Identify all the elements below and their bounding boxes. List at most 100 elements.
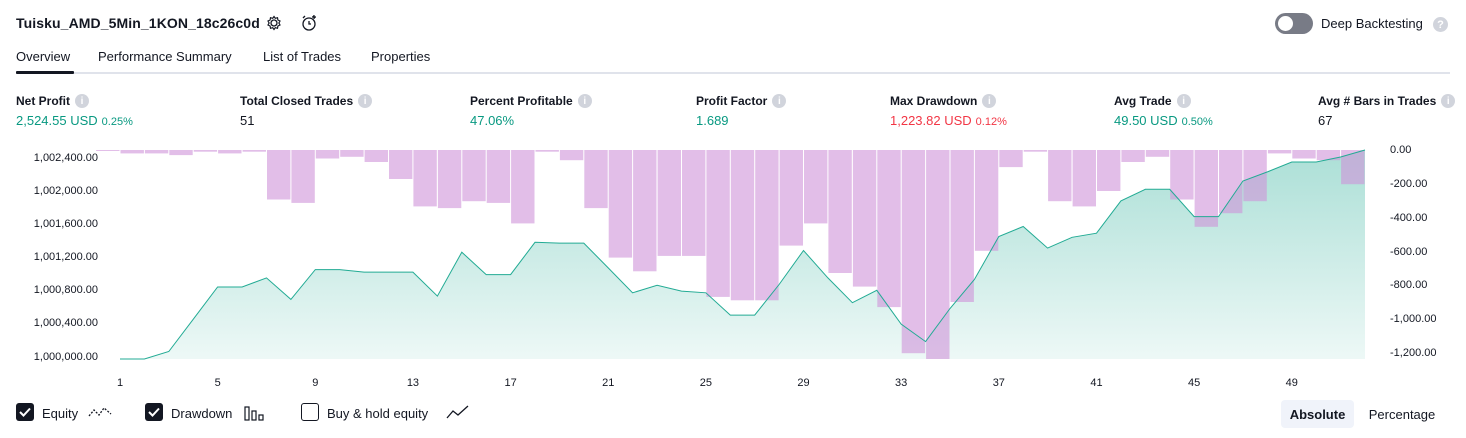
info-icon[interactable]: i — [1176, 94, 1191, 108]
x-axis-tick: 17 — [504, 377, 517, 389]
drawdown-bar — [633, 150, 657, 272]
info-icon[interactable]: i — [982, 94, 997, 108]
drawdown-bar — [804, 150, 828, 224]
drawdown-bar — [340, 150, 364, 157]
buy-hold-line-icon — [446, 404, 470, 425]
metric-value-net-profit: 2,524.55 USD 0.25% — [16, 113, 133, 128]
drawdown-bar — [1048, 150, 1072, 202]
active-tab-indicator — [16, 71, 74, 74]
metric-label-avg-bars: Avg # Bars in Trades i — [1318, 94, 1456, 108]
right-axis-tick: -1,200.00 — [1390, 347, 1437, 359]
drawdown-bar — [730, 150, 755, 301]
drawdown-bar — [364, 150, 388, 162]
buy-hold-label[interactable]: Buy & hold equity — [327, 406, 429, 421]
drawdown-bar — [193, 150, 218, 152]
drawdown-bar — [535, 150, 559, 152]
drawdown-bar — [1145, 150, 1170, 157]
metric-label-profit-factor: Profit Factor i — [696, 94, 787, 108]
equity-area — [120, 150, 1365, 359]
drawdown-bar — [1121, 150, 1145, 162]
left-axis-tick: 1,000,400.00 — [33, 317, 98, 329]
absolute-button[interactable]: Absolute — [1281, 400, 1354, 428]
drawdown-bar — [291, 150, 315, 203]
left-axis-tick: 1,001,600.00 — [33, 218, 98, 230]
x-axis-tick: 45 — [1187, 377, 1201, 389]
metric-value-avg-bars: 67 — [1318, 113, 1333, 128]
drawdown-bar — [144, 150, 169, 154]
drawdown-bar — [779, 150, 803, 246]
right-axis-tick: -600.00 — [1390, 246, 1428, 258]
deep-backtesting-label: Deep Backtesting — [1321, 16, 1423, 31]
info-icon[interactable]: i — [358, 94, 373, 108]
tab-properties[interactable]: Properties — [371, 49, 431, 64]
equity-checkbox[interactable] — [16, 403, 34, 421]
percentage-button[interactable]: Percentage — [1368, 406, 1436, 422]
left-axis-tick: 1,000,000.00 — [33, 351, 98, 363]
drawdown-bar — [1023, 150, 1048, 152]
info-icon[interactable]: i — [772, 94, 787, 108]
drawdown-bar — [828, 150, 852, 273]
drawdown-bar — [242, 150, 266, 152]
x-axis-tick: 37 — [992, 377, 1005, 389]
help-icon[interactable]: ? — [1433, 17, 1448, 32]
drawdown-bar — [682, 150, 706, 256]
settings-gear-icon[interactable] — [264, 13, 284, 33]
drawdown-bar — [1194, 150, 1218, 227]
metric-label-avg-trade: Avg Trade i — [1114, 94, 1191, 108]
drawdown-bar — [877, 150, 901, 308]
equity-label[interactable]: Equity — [42, 406, 79, 421]
metric-value-profit-factor: 1.689 — [696, 113, 729, 128]
metric-label-percent-profitable: Percent Profitable i — [470, 94, 592, 108]
tab-list-of-trades[interactable]: List of Trades — [263, 49, 342, 64]
right-axis-tick: -400.00 — [1390, 212, 1428, 224]
toggle-knob — [1278, 16, 1293, 31]
info-icon[interactable]: i — [1441, 94, 1456, 108]
drawdown-bar — [1316, 150, 1341, 161]
drawdown-bar — [1341, 150, 1365, 185]
drawdown-bar — [1219, 150, 1243, 214]
drawdown-bar — [120, 150, 144, 154]
x-axis-tick: 21 — [602, 377, 615, 389]
drawdown-bar — [218, 150, 242, 154]
drawdown-bar — [901, 150, 926, 354]
buy-hold-checkbox[interactable] — [301, 403, 319, 421]
add-alert-icon[interactable] — [299, 13, 319, 33]
drawdown-bar — [852, 150, 877, 287]
drawdown-bar — [584, 150, 608, 209]
drawdown-bar — [462, 150, 486, 202]
x-axis-tick: 9 — [312, 377, 319, 389]
right-axis-tick: -200.00 — [1390, 178, 1428, 190]
deep-backtesting-toggle[interactable] — [1275, 13, 1313, 34]
metric-value-total-closed-trades: 51 — [240, 113, 255, 128]
x-axis-tick: 13 — [406, 377, 420, 389]
drawdown-bar — [267, 150, 291, 200]
drawdown-bar — [755, 150, 779, 301]
metric-value-max-drawdown: 1,223.82 USD 0.12% — [890, 113, 1007, 128]
drawdown-bar — [169, 150, 193, 156]
x-axis-tick: 5 — [214, 377, 221, 389]
drawdown-bar — [315, 150, 340, 159]
right-axis-tick: 0.00 — [1390, 144, 1412, 156]
drawdown-bar — [437, 150, 462, 209]
drawdown-bar — [926, 150, 950, 359]
tab-overview[interactable]: Overview — [16, 49, 71, 64]
drawdown-label[interactable]: Drawdown — [171, 406, 233, 421]
x-axis-tick: 49 — [1285, 377, 1298, 389]
tab-performance-summary[interactable]: Performance Summary — [98, 49, 232, 64]
metric-label-max-drawdown: Max Drawdown i — [890, 94, 997, 108]
drawdown-bar — [559, 150, 584, 161]
drawdown-bar — [1292, 150, 1316, 159]
left-axis-tick: 1,001,200.00 — [33, 251, 98, 263]
left-axis-tick: 1,000,800.00 — [33, 284, 98, 296]
x-axis-tick: 33 — [895, 377, 908, 389]
drawdown-bar — [999, 150, 1023, 168]
drawdown-checkbox[interactable] — [145, 403, 163, 421]
left-axis-tick: 1,002,400.00 — [33, 152, 98, 164]
drawdown-bar — [511, 150, 535, 224]
drawdown-bar — [950, 150, 974, 302]
info-icon[interactable]: i — [577, 94, 592, 108]
info-icon[interactable]: i — [75, 94, 89, 108]
drawdown-bar — [1097, 150, 1121, 191]
x-axis-tick: 29 — [797, 377, 810, 389]
